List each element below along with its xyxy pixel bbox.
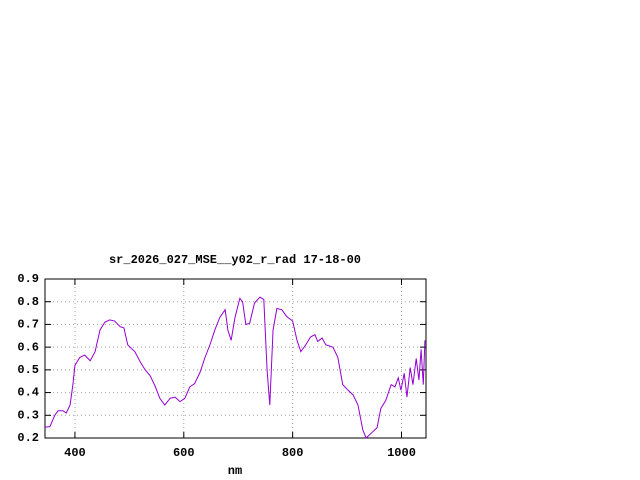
chart-title: sr_2026_027_MSE__y02_r_rad 17-18-00 <box>109 253 361 267</box>
y-tick-label: 0.2 <box>17 431 39 445</box>
x-axis-label: nm <box>228 464 242 478</box>
data-line <box>44 296 426 439</box>
plot-border <box>44 278 427 439</box>
x-tick-label: 600 <box>173 446 195 460</box>
x-tick-label: 1000 <box>387 446 416 460</box>
x-tick-label: 800 <box>282 446 304 460</box>
y-tick-label: 0.9 <box>17 272 39 286</box>
y-tick-label: 0.7 <box>17 318 39 332</box>
x-tick-label: 400 <box>64 446 86 460</box>
y-tick-label: 0.8 <box>17 295 39 309</box>
y-tick-label: 0.5 <box>17 363 39 377</box>
y-tick-label: 0.6 <box>17 340 39 354</box>
y-tick-label: 0.4 <box>17 386 39 400</box>
y-tick-label: 0.3 <box>17 408 39 422</box>
